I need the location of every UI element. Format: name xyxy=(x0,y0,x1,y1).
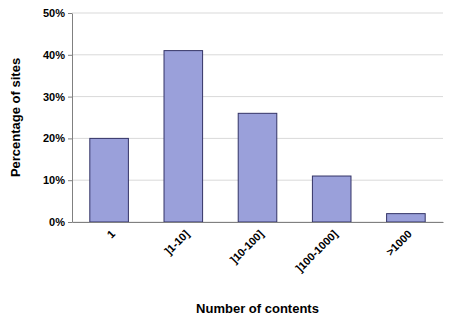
y-tick-label: 30% xyxy=(43,91,65,103)
x-tick-label: ]10-100] xyxy=(228,227,266,265)
y-axis-line xyxy=(72,14,73,223)
y-tick-mark xyxy=(68,180,72,181)
x-tick: ]100-1000] xyxy=(293,222,340,274)
y-tick: 20% xyxy=(43,132,72,144)
y-tick-label: 50% xyxy=(43,7,65,19)
y-tick-label: 0% xyxy=(49,216,65,228)
bar xyxy=(238,113,277,222)
bars xyxy=(90,51,425,222)
x-tick-label: ]1-10] xyxy=(162,227,191,256)
chart: 0% 10% 20% 30% 40% 50% 1 ]1-10] ]10-100] ]100-100… xyxy=(0,0,456,321)
y-tick: 50% xyxy=(43,7,72,19)
y-tick-mark xyxy=(68,55,72,56)
plot: 0% 10% 20% 30% 40% 50% 1 ]1-10] ]10-100] ]100-100… xyxy=(43,7,444,274)
y-tick-mark xyxy=(68,13,72,14)
x-axis-line xyxy=(73,222,444,223)
grid-line xyxy=(72,13,443,14)
x-tick: ]10-100] xyxy=(228,222,266,266)
y-tick: 10% xyxy=(43,174,72,186)
bar xyxy=(164,51,203,222)
y-tick-mark xyxy=(68,97,72,98)
bar xyxy=(387,214,426,222)
x-tick: ]1-10] xyxy=(162,222,191,257)
y-tick-label: 40% xyxy=(43,49,65,61)
y-tick: 40% xyxy=(43,49,72,61)
y-axis: 0% 10% 20% 30% 40% 50% xyxy=(43,7,73,228)
x-axis: 1 ]1-10] ]10-100] ]100-1000] >1000 xyxy=(73,222,444,274)
bar xyxy=(90,138,129,222)
y-tick: 30% xyxy=(43,91,72,103)
y-tick-mark xyxy=(68,138,72,139)
grid xyxy=(72,13,443,222)
x-tick-label: ]100-1000] xyxy=(293,227,340,274)
y-tick-mark xyxy=(68,222,72,223)
x-tick: 1 xyxy=(104,222,117,240)
x-tick-label: >1000 xyxy=(384,228,414,258)
grid-line xyxy=(72,96,443,97)
y-axis-title: Percentage of sites xyxy=(8,58,23,177)
bar xyxy=(312,176,351,222)
y-tick-label: 10% xyxy=(43,174,65,186)
grid-line xyxy=(72,54,443,55)
y-tick-label: 20% xyxy=(43,132,65,144)
x-tick-label: 1 xyxy=(104,228,117,241)
y-tick: 0% xyxy=(49,216,72,228)
x-tick: >1000 xyxy=(384,222,414,258)
x-axis-title: Number of contents xyxy=(196,301,319,316)
